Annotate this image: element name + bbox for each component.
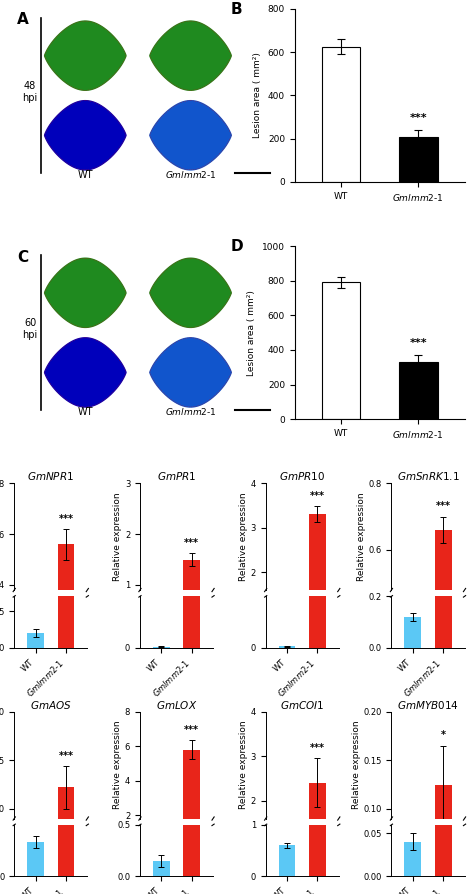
Y-axis label: Relative expression: Relative expression bbox=[352, 721, 361, 809]
Bar bbox=[322, 283, 360, 419]
Polygon shape bbox=[45, 338, 126, 407]
Bar bbox=[153, 847, 170, 849]
Text: ***: *** bbox=[410, 338, 427, 348]
Polygon shape bbox=[150, 101, 231, 170]
Bar bbox=[404, 617, 421, 647]
Title: $\it{GmMYB014}$: $\it{GmMYB014}$ bbox=[397, 699, 459, 711]
Title: $\it{GmPR1}$: $\it{GmPR1}$ bbox=[157, 470, 196, 483]
Y-axis label: Lesion area ( mm²): Lesion area ( mm²) bbox=[253, 53, 262, 139]
Bar bbox=[404, 710, 421, 750]
Y-axis label: Relative expression: Relative expression bbox=[356, 493, 365, 581]
Text: $Gmlmm2$-$1$: $Gmlmm2$-$1$ bbox=[164, 169, 217, 181]
Title: $\it{GmLOX}$: $\it{GmLOX}$ bbox=[156, 699, 197, 711]
Polygon shape bbox=[45, 21, 126, 90]
Bar bbox=[435, 478, 452, 647]
Bar bbox=[27, 873, 44, 894]
Bar bbox=[322, 46, 360, 182]
Text: WT: WT bbox=[78, 408, 93, 417]
Bar bbox=[435, 530, 452, 750]
Text: ***: *** bbox=[310, 491, 325, 501]
Bar bbox=[279, 646, 295, 647]
Text: *: * bbox=[441, 730, 446, 740]
Polygon shape bbox=[150, 338, 231, 407]
Title: $\it{GmSnRK1.1}$: $\it{GmSnRK1.1}$ bbox=[397, 470, 459, 483]
Title: $\it{GmNPR1}$: $\it{GmNPR1}$ bbox=[27, 470, 74, 483]
Text: ***: *** bbox=[58, 751, 73, 761]
Bar bbox=[309, 514, 326, 662]
Y-axis label: Relative expression: Relative expression bbox=[113, 493, 122, 581]
Y-axis label: Lesion area ( mm²): Lesion area ( mm²) bbox=[247, 290, 256, 375]
Bar bbox=[279, 846, 295, 876]
Text: ***: *** bbox=[184, 538, 199, 548]
Y-axis label: Relative expression: Relative expression bbox=[239, 493, 248, 581]
Text: C: C bbox=[17, 249, 28, 265]
Bar bbox=[58, 751, 74, 876]
Bar bbox=[183, 282, 200, 876]
Bar bbox=[435, 785, 452, 894]
Bar bbox=[399, 362, 438, 419]
Bar bbox=[58, 788, 74, 894]
Polygon shape bbox=[150, 21, 231, 90]
Text: WT: WT bbox=[78, 170, 93, 181]
Bar bbox=[309, 224, 326, 647]
Text: ***: *** bbox=[410, 114, 427, 123]
Text: 60
hpi: 60 hpi bbox=[22, 318, 37, 340]
Text: A: A bbox=[17, 13, 28, 28]
Bar bbox=[27, 842, 44, 876]
Bar bbox=[153, 646, 170, 647]
Bar bbox=[404, 867, 421, 894]
Text: D: D bbox=[230, 240, 243, 254]
Bar bbox=[58, 544, 74, 687]
Text: $Gmlmm2$-$1$: $Gmlmm2$-$1$ bbox=[164, 407, 217, 417]
Text: B: B bbox=[230, 2, 242, 17]
Polygon shape bbox=[45, 258, 126, 327]
Y-axis label: Relative expression: Relative expression bbox=[239, 721, 248, 809]
Polygon shape bbox=[45, 101, 126, 170]
Bar bbox=[404, 842, 421, 876]
Bar bbox=[435, 770, 452, 876]
Bar bbox=[27, 633, 44, 647]
Title: $\it{GmPR10}$: $\it{GmPR10}$ bbox=[279, 470, 325, 483]
Bar bbox=[279, 863, 295, 890]
Bar bbox=[27, 681, 44, 687]
Bar bbox=[183, 340, 200, 647]
Polygon shape bbox=[150, 258, 231, 327]
Bar bbox=[183, 560, 200, 636]
Text: ***: *** bbox=[436, 502, 451, 511]
Bar bbox=[153, 861, 170, 876]
Text: 48
hpi: 48 hpi bbox=[22, 81, 37, 103]
Bar bbox=[58, 238, 74, 647]
Bar bbox=[399, 137, 438, 182]
Title: $\it{GmCOI1}$: $\it{GmCOI1}$ bbox=[280, 699, 324, 711]
Bar bbox=[183, 750, 200, 849]
Bar bbox=[309, 783, 326, 890]
Bar bbox=[309, 753, 326, 876]
Text: ***: *** bbox=[310, 743, 325, 753]
Text: ***: *** bbox=[58, 514, 73, 524]
Y-axis label: Relative expression: Relative expression bbox=[113, 721, 122, 809]
Text: ***: *** bbox=[184, 725, 199, 735]
Title: $\it{GmAOS}$: $\it{GmAOS}$ bbox=[30, 699, 72, 711]
